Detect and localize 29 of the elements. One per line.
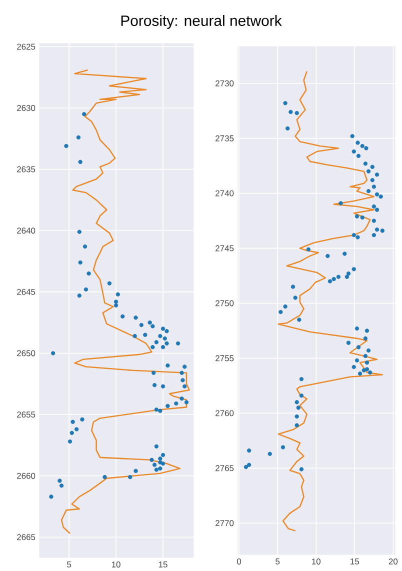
y-tick-label: 2645 — [17, 288, 36, 295]
y-tick-label: 2730 — [216, 80, 234, 86]
chart-title: Porosity: neural network — [121, 15, 282, 29]
x-tick-label: 10 — [112, 562, 120, 568]
x-tick-label: 5 — [67, 562, 72, 568]
line-series — [60, 69, 190, 534]
y-tick-label: 2760 — [216, 410, 234, 416]
x-tick-label: 15 — [350, 558, 360, 564]
y-tick-label: 2655 — [17, 412, 36, 418]
y-tick-label: 2750 — [216, 300, 234, 306]
x-tick-label: 10 — [312, 558, 320, 565]
y-tick-label: 2765 — [216, 465, 234, 472]
y-tick-label: 2625 — [17, 44, 36, 50]
y-tick-label: 2630 — [17, 105, 36, 111]
y-tick-label: 2735 — [216, 135, 234, 142]
y-tick-label: 2640 — [17, 228, 36, 234]
x-tick-label: 0 — [237, 558, 242, 565]
line-series — [278, 70, 384, 532]
y-tick-label: 2770 — [216, 520, 234, 526]
x-tick-label: 20 — [388, 558, 398, 565]
y-tick-label: 2740 — [216, 190, 234, 196]
x-tick-label: 5 — [276, 558, 280, 564]
y-tick-label: 2665 — [17, 534, 36, 540]
y-tick-label: 2660 — [17, 472, 36, 479]
y-tick-label: 2635 — [17, 166, 36, 172]
y-tick-label: 2745 — [216, 245, 234, 252]
y-tick-label: 2755 — [216, 355, 234, 362]
y-tick-label: 2650 — [17, 350, 36, 356]
x-tick-label: 15 — [158, 562, 168, 568]
